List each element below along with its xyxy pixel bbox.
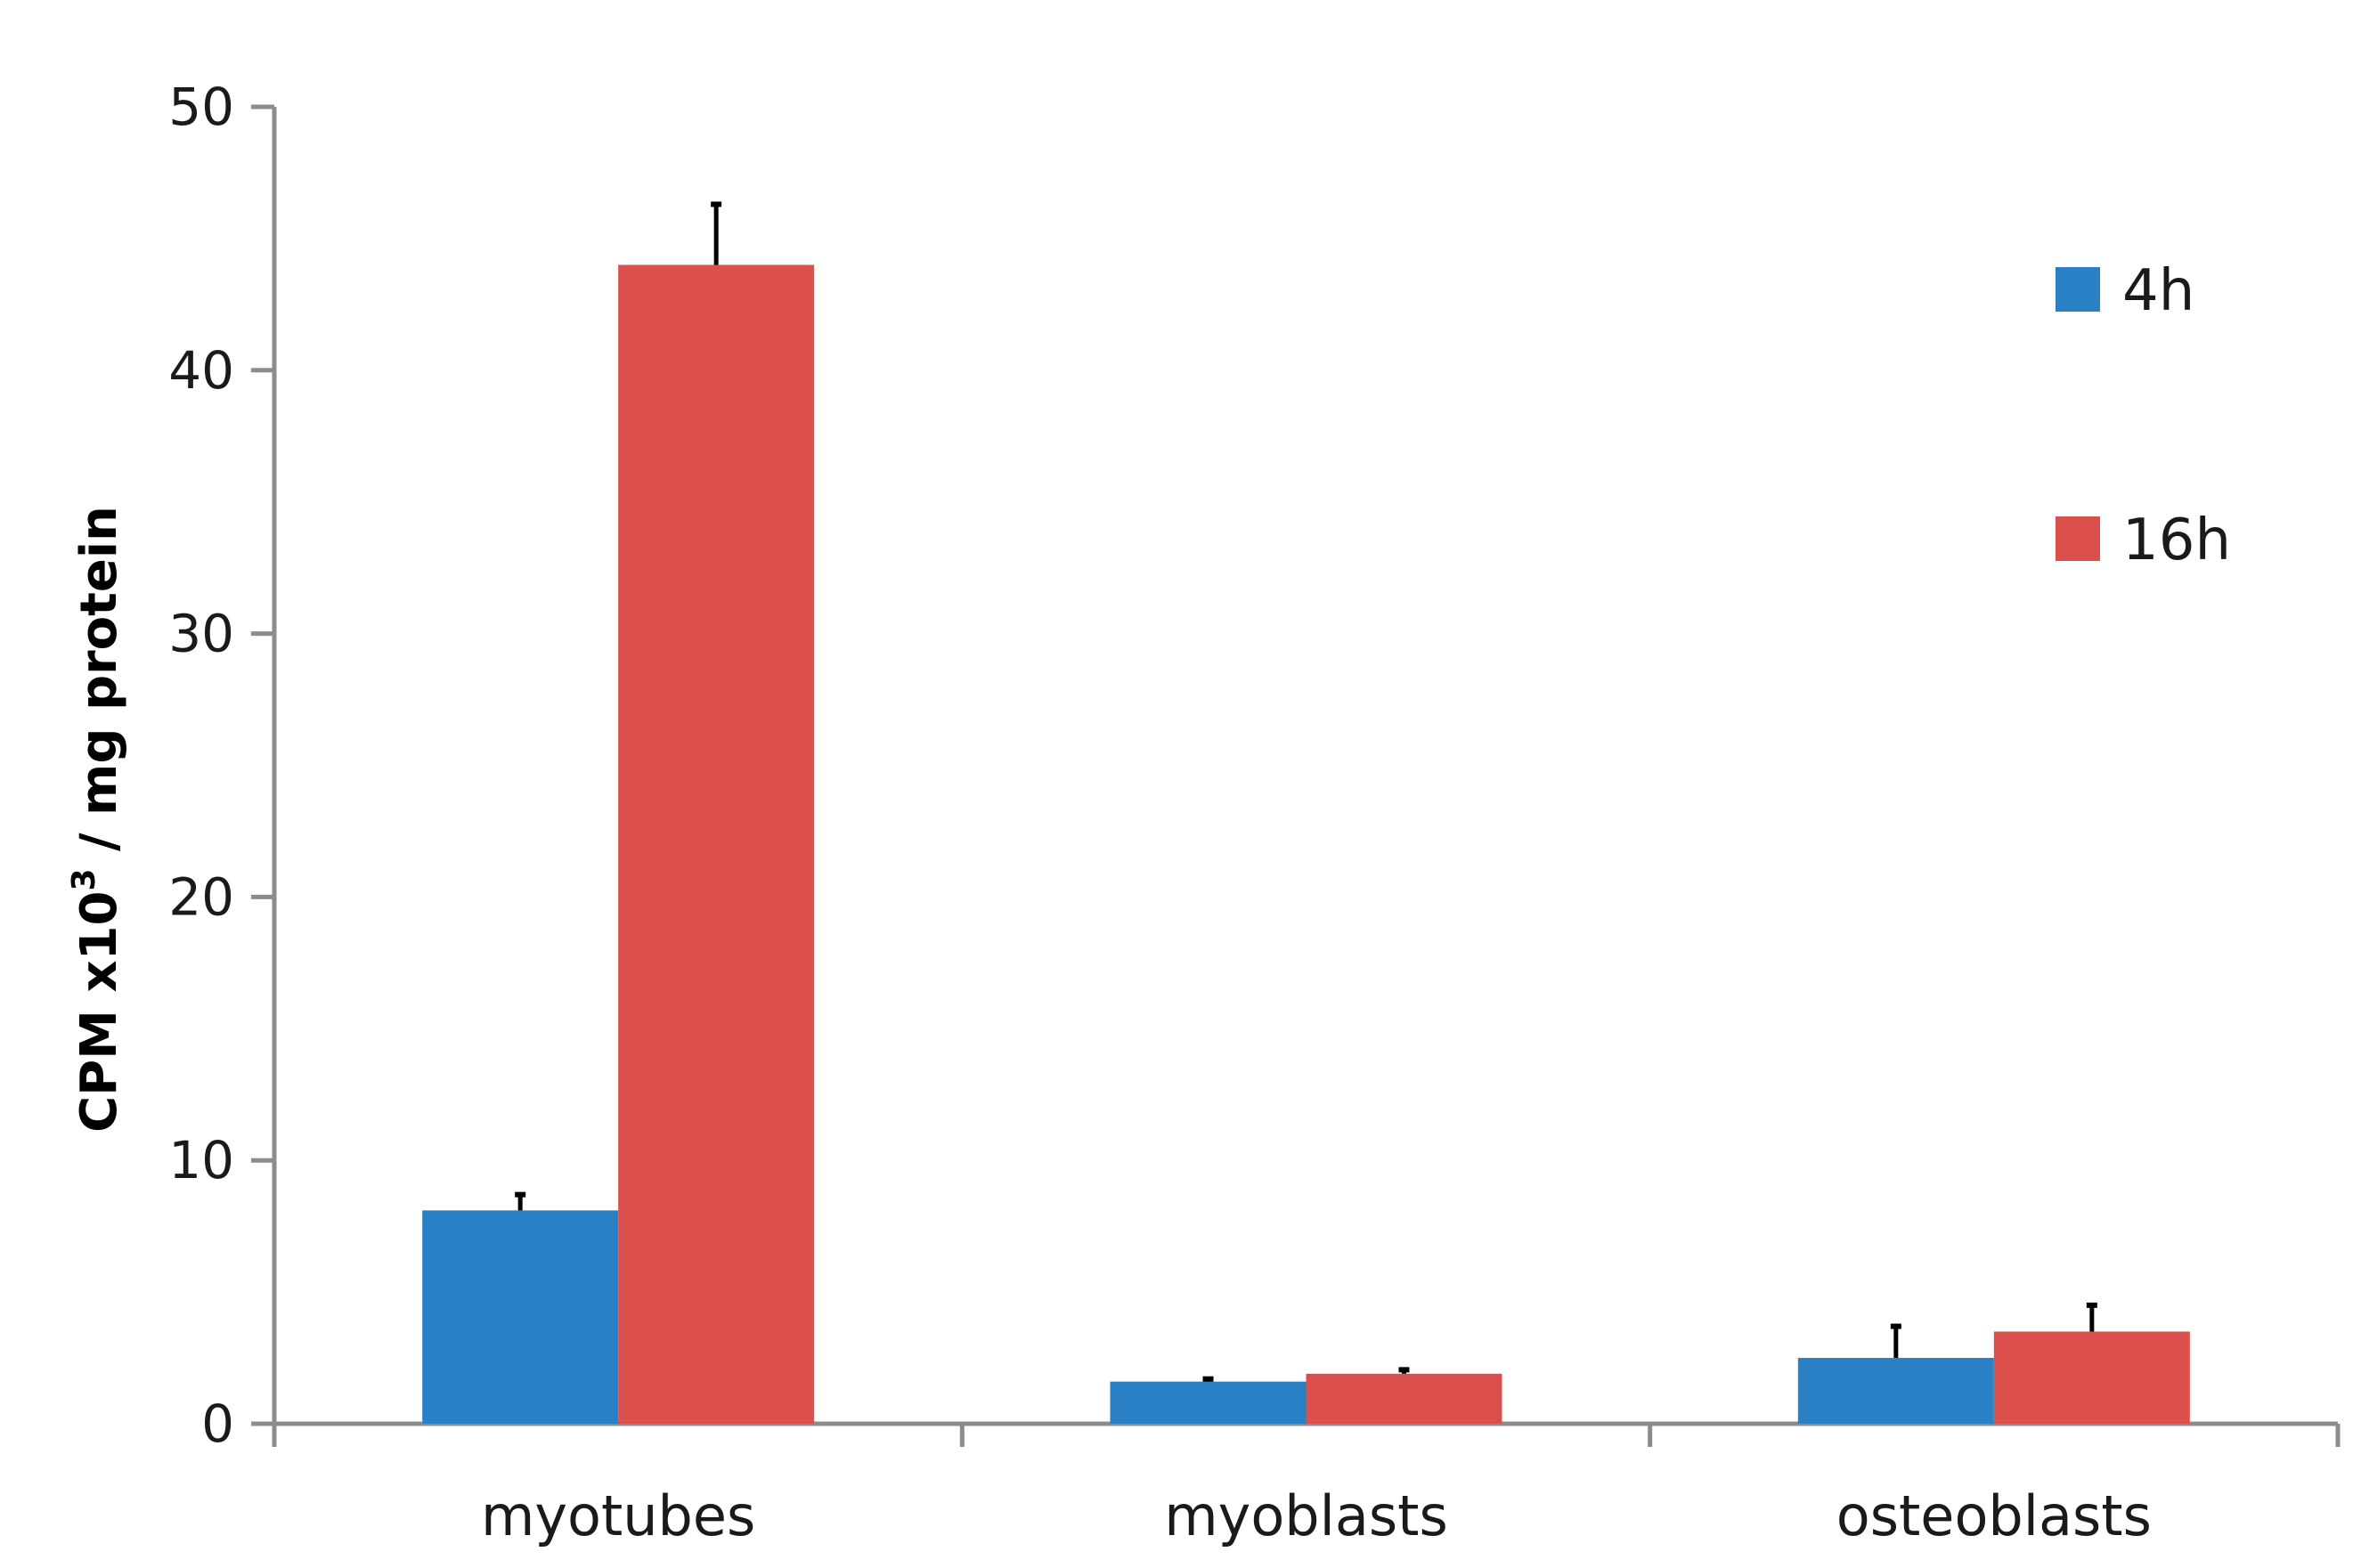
y-tick-label: 20 [168, 866, 234, 927]
legend-swatch-16h [2056, 516, 2100, 561]
legend: 4h 16h [2056, 258, 2231, 573]
bar-4h-myotubes [422, 1210, 619, 1424]
y-axis-label-main: CPM x10 [70, 891, 128, 1133]
bar-16h-myoblasts [1306, 1373, 1502, 1424]
y-axis-label-superscript: 3 [66, 868, 102, 890]
y-tick-label: 0 [201, 1393, 234, 1454]
y-tick-label: 10 [168, 1130, 234, 1190]
y-axis-label: CPM x103 / mg protein [66, 506, 128, 1133]
bar-4h-osteoblasts [1797, 1358, 1994, 1424]
y-tick-label: 50 [168, 77, 234, 137]
error-bars [515, 201, 2097, 1382]
bars [422, 264, 2190, 1425]
x-category-label: osteoblasts [1836, 1483, 2152, 1548]
legend-swatch-4h [2056, 267, 2100, 312]
y-axis-label-rest: / mg protein [70, 506, 128, 868]
bar-4h-myoblasts [1110, 1381, 1307, 1424]
y-tick-label: 30 [168, 604, 234, 664]
x-category-label: myotubes [481, 1483, 755, 1548]
y-tick-label: 40 [168, 340, 234, 401]
bar-16h-myotubes [618, 264, 815, 1425]
y-tick-labels: 0 10 20 30 40 50 [168, 77, 234, 1454]
x-category-label: myoblasts [1164, 1483, 1448, 1548]
bar-16h-osteoblasts [1993, 1331, 2190, 1424]
legend-label-16h: 16h [2122, 508, 2231, 573]
legend-label-4h: 4h [2122, 258, 2194, 324]
x-category-labels: myotubes myoblasts osteoblasts [481, 1483, 2152, 1548]
